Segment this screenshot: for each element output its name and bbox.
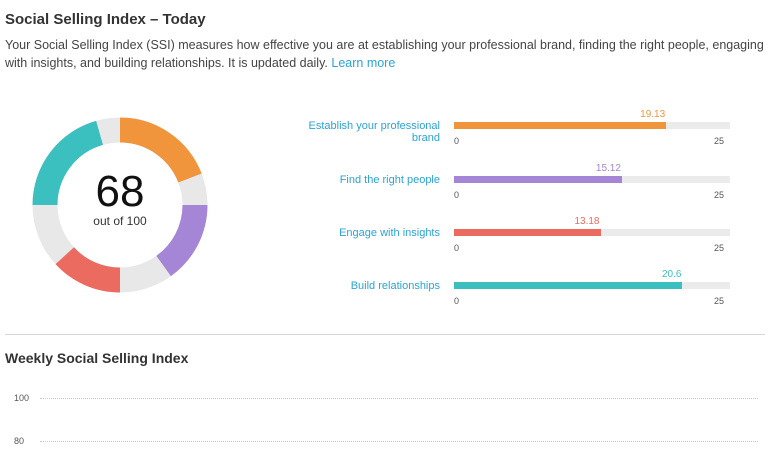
metric-row-right-people: Find the right people 15.12 0 25 (280, 163, 740, 212)
donut-segment (119, 117, 202, 183)
metric-row-insights: Engage with insights 13.18 0 25 (280, 216, 740, 265)
learn-more-link[interactable]: Learn more (331, 56, 396, 70)
metric-label[interactable]: Establish your professional brand (308, 120, 440, 144)
ssi-donut-chart: 68 out of 100 (30, 115, 210, 295)
bar-min-label: 0 (454, 190, 460, 200)
metric-bar-fill (454, 282, 683, 289)
ssi-score: 68 (95, 167, 145, 216)
metric-row-relationships: Build relationships 20.6 0 25 (280, 269, 740, 318)
metric-bar-track: 13.18 (454, 216, 730, 236)
metric-value: 19.13 (640, 109, 666, 120)
metric-bar-fill (454, 122, 667, 129)
bar-max-label: 25 (714, 190, 725, 200)
bar-min-label: 0 (454, 136, 460, 146)
y-axis-tick-label: 80 (14, 436, 25, 446)
metric-value: 15.12 (595, 163, 621, 174)
ssi-score-subtitle: out of 100 (93, 214, 147, 228)
gridline (40, 441, 758, 442)
donut-segment (55, 246, 121, 293)
metric-label[interactable]: Find the right people (339, 174, 440, 186)
metric-row-professional-brand: Establish your professional brand 19.13 … (280, 109, 740, 158)
gridline (40, 398, 758, 399)
ssi-description: Your Social Selling Index (SSI) measures… (5, 36, 765, 72)
metric-bar-fill (454, 176, 622, 183)
metric-label[interactable]: Engage with insights (339, 227, 440, 239)
donut-segment (32, 120, 104, 206)
metric-bar-track: 15.12 (454, 163, 730, 183)
metric-value: 20.6 (661, 269, 682, 280)
bar-max-label: 25 (714, 243, 725, 253)
bar-min-label: 0 (454, 243, 460, 253)
section-divider (5, 334, 765, 335)
bar-max-label: 25 (714, 136, 725, 146)
bar-min-label: 0 (454, 296, 460, 306)
metric-bar-track: 19.13 (454, 109, 730, 129)
metric-bar-track: 20.6 (454, 269, 730, 289)
metric-label[interactable]: Build relationships (350, 280, 440, 292)
description-text: Your Social Selling Index (SSI) measures… (5, 38, 764, 70)
metric-value: 13.18 (574, 216, 600, 227)
metric-bar-fill (454, 229, 601, 236)
weekly-ssi-title: Weekly Social Selling Index (5, 350, 189, 366)
page-title: Social Selling Index – Today (5, 11, 206, 28)
donut-svg (32, 117, 208, 293)
donut-segment (155, 204, 208, 277)
bar-max-label: 25 (714, 296, 725, 306)
y-axis-tick-label: 100 (14, 393, 30, 403)
